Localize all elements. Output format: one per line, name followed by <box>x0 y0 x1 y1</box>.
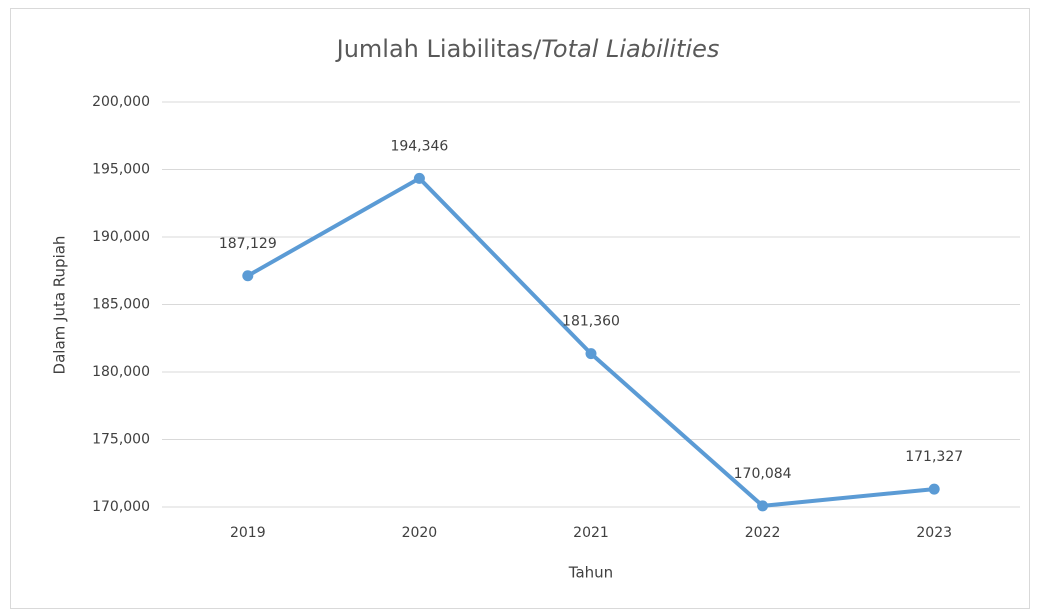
y-tick-label: 195,000 <box>92 162 150 178</box>
x-tick-label: 2023 <box>916 525 952 541</box>
title-main: Jumlah Liabilitas/ <box>335 35 542 63</box>
x-tick-label: 2022 <box>745 525 781 541</box>
data-label: 194,346 <box>390 138 448 154</box>
chart-title: Jumlah Liabilitas/Total Liabilities <box>335 35 720 63</box>
data-point <box>928 483 940 495</box>
data-label: 170,084 <box>734 466 792 482</box>
x-tick-label: 2019 <box>230 525 266 541</box>
data-label: 171,327 <box>905 449 963 465</box>
x-tick-label: 2021 <box>573 525 609 541</box>
x-tick-label: 2020 <box>402 525 438 541</box>
x-axis-title: Tahun <box>568 564 613 582</box>
data-point <box>757 500 769 512</box>
data-label: 187,129 <box>219 236 277 252</box>
y-tick-label: 175,000 <box>92 432 150 448</box>
y-tick-label: 170,000 <box>92 499 150 515</box>
y-axis-title: Dalam Juta Rupiah <box>51 236 69 375</box>
y-tick-label: 185,000 <box>92 297 150 313</box>
data-point <box>585 348 597 360</box>
data-point <box>242 270 254 282</box>
y-tick-label: 200,000 <box>92 94 150 110</box>
title-italic: Total Liabilities <box>541 35 719 63</box>
y-tick-label: 190,000 <box>92 229 150 245</box>
data-point <box>413 172 425 184</box>
y-tick-label: 180,000 <box>92 364 150 380</box>
data-label: 181,360 <box>562 314 620 330</box>
chart-frame <box>10 8 1030 609</box>
